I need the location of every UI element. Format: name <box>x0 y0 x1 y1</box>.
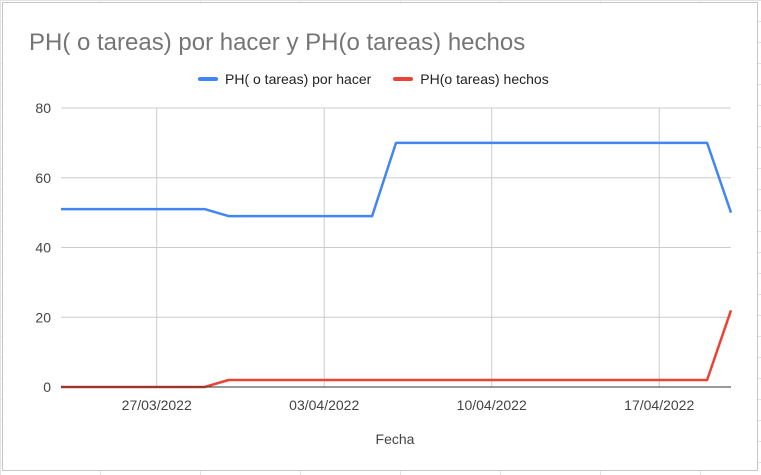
series-line-por-hacer[interactable] <box>61 141 733 218</box>
legend-swatch-hechos <box>393 77 414 81</box>
y-tick-label: 20 <box>35 309 51 325</box>
x-tick-label: 03/04/2022 <box>289 397 359 413</box>
x-tick-label: 27/03/2022 <box>122 397 192 413</box>
x-axis-title: Fecha <box>376 431 415 447</box>
legend-label-hechos: PH(o tareas) hechos <box>420 71 549 87</box>
legend-item-hechos[interactable]: PH(o tareas) hechos <box>393 71 549 87</box>
chart-title: PH( o tareas) por hacer y PH(o tareas) h… <box>29 29 526 56</box>
x-tick-label: 17/04/2022 <box>624 397 694 413</box>
axes: 0 20 40 60 80 27/03/2022 03/04/2022 10/04/2022 1… <box>35 100 731 413</box>
series-lines <box>61 141 733 389</box>
y-tick-label: 40 <box>35 240 51 256</box>
legend-item-por-hacer[interactable]: PH( o tareas) por hacer <box>198 71 371 87</box>
y-tick-label: 60 <box>35 170 51 186</box>
chart-legend: PH( o tareas) por hacer PH(o tareas) hec… <box>198 71 549 87</box>
x-tick-label: 10/04/2022 <box>457 397 527 413</box>
series-line-hechos[interactable] <box>61 309 733 389</box>
legend-label-por-hacer: PH( o tareas) por hacer <box>225 71 372 87</box>
y-tick-label: 0 <box>43 379 51 395</box>
legend-swatch-por-hacer <box>198 77 218 81</box>
y-tick-label: 80 <box>35 100 51 116</box>
grid-lines <box>61 107 731 387</box>
